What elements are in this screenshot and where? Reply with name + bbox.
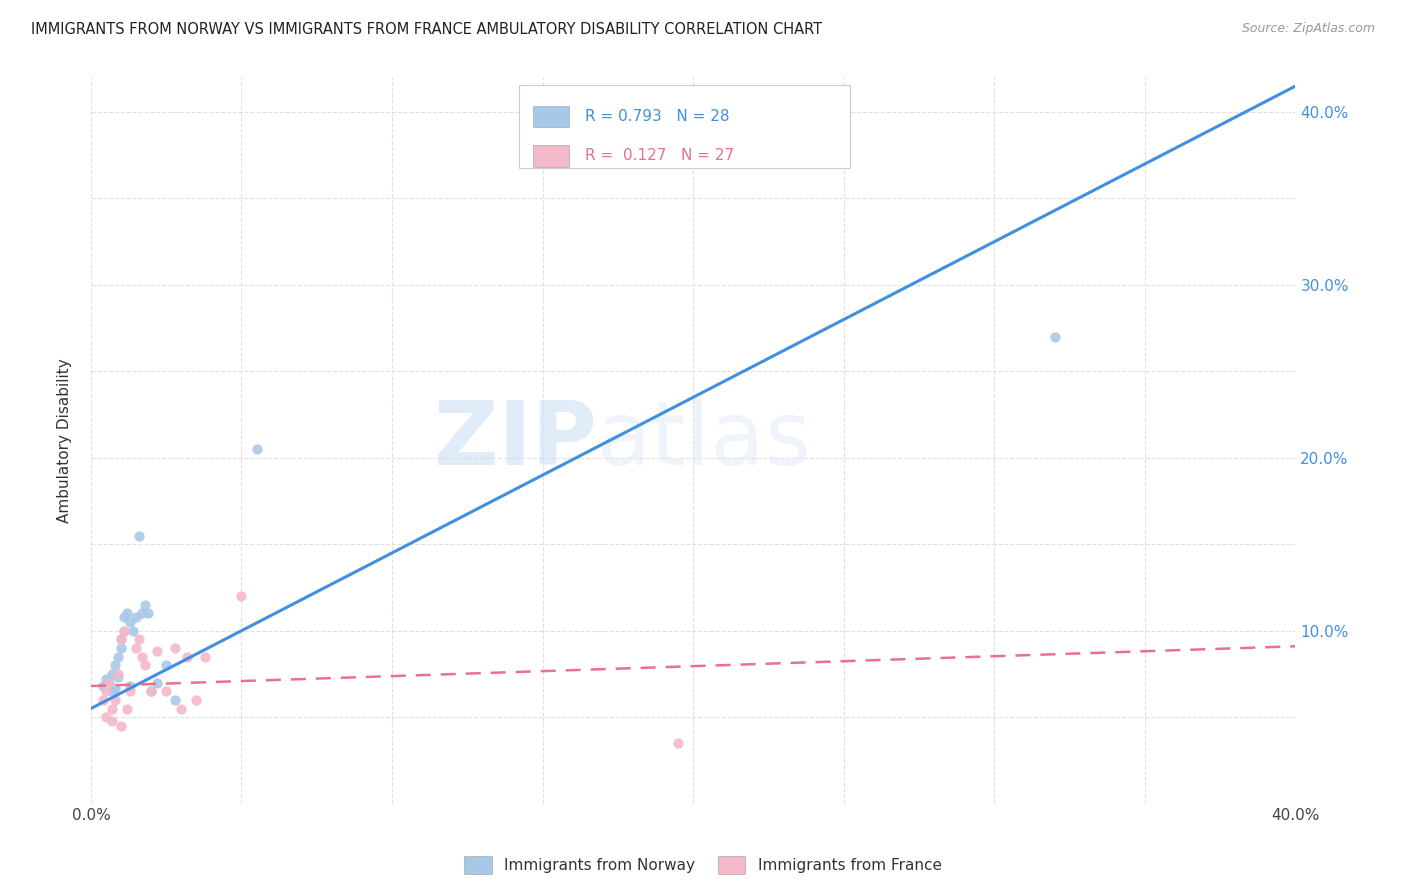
- Y-axis label: Ambulatory Disability: Ambulatory Disability: [58, 359, 72, 523]
- Text: atlas: atlas: [596, 397, 811, 484]
- Point: [231, 589, 253, 603]
- Point: [141, 684, 163, 698]
- Point: [128, 632, 150, 647]
- Point: [120, 679, 142, 693]
- Point: [94, 684, 117, 698]
- Point: [134, 598, 156, 612]
- Point: [94, 710, 117, 724]
- Point: [125, 640, 148, 655]
- FancyBboxPatch shape: [519, 85, 849, 169]
- Text: ZIP: ZIP: [434, 397, 596, 484]
- Point: [112, 624, 135, 638]
- Point: [134, 658, 156, 673]
- Point: [112, 610, 135, 624]
- Point: [112, 624, 135, 638]
- Point: [120, 615, 142, 629]
- Point: [155, 658, 177, 673]
- Point: [165, 693, 187, 707]
- Point: [146, 675, 169, 690]
- Point: [186, 693, 208, 707]
- Point: [122, 624, 145, 638]
- Point: [141, 684, 163, 698]
- Point: [104, 658, 127, 673]
- Point: [115, 607, 138, 621]
- Point: [107, 667, 129, 681]
- Point: [170, 701, 193, 715]
- Point: [176, 649, 198, 664]
- FancyBboxPatch shape: [533, 145, 569, 167]
- Point: [110, 632, 132, 647]
- Point: [110, 640, 132, 655]
- Point: [155, 684, 177, 698]
- Point: [104, 681, 127, 695]
- Text: R =  0.127   N = 27: R = 0.127 N = 27: [585, 148, 734, 163]
- Point: [131, 607, 153, 621]
- Point: [98, 675, 121, 690]
- Point: [101, 667, 124, 681]
- FancyBboxPatch shape: [533, 105, 569, 128]
- Text: Source: ZipAtlas.com: Source: ZipAtlas.com: [1241, 22, 1375, 36]
- Point: [101, 714, 124, 728]
- Point: [101, 684, 124, 698]
- Point: [146, 644, 169, 658]
- Legend: Immigrants from Norway, Immigrants from France: Immigrants from Norway, Immigrants from …: [458, 850, 948, 880]
- Point: [101, 701, 124, 715]
- Point: [104, 693, 127, 707]
- Point: [131, 649, 153, 664]
- Point: [91, 679, 114, 693]
- Point: [110, 719, 132, 733]
- Point: [666, 736, 689, 750]
- Point: [245, 442, 267, 457]
- Text: R = 0.793   N = 28: R = 0.793 N = 28: [585, 109, 730, 124]
- Point: [110, 632, 132, 647]
- Point: [136, 607, 159, 621]
- Point: [194, 649, 217, 664]
- Point: [91, 693, 114, 707]
- Point: [128, 528, 150, 542]
- Point: [115, 701, 138, 715]
- Point: [165, 640, 187, 655]
- Point: [1043, 330, 1066, 344]
- Point: [107, 670, 129, 684]
- Point: [98, 675, 121, 690]
- Point: [120, 684, 142, 698]
- Point: [125, 610, 148, 624]
- Point: [94, 672, 117, 686]
- Text: IMMIGRANTS FROM NORWAY VS IMMIGRANTS FROM FRANCE AMBULATORY DISABILITY CORRELATI: IMMIGRANTS FROM NORWAY VS IMMIGRANTS FRO…: [31, 22, 823, 37]
- Point: [107, 649, 129, 664]
